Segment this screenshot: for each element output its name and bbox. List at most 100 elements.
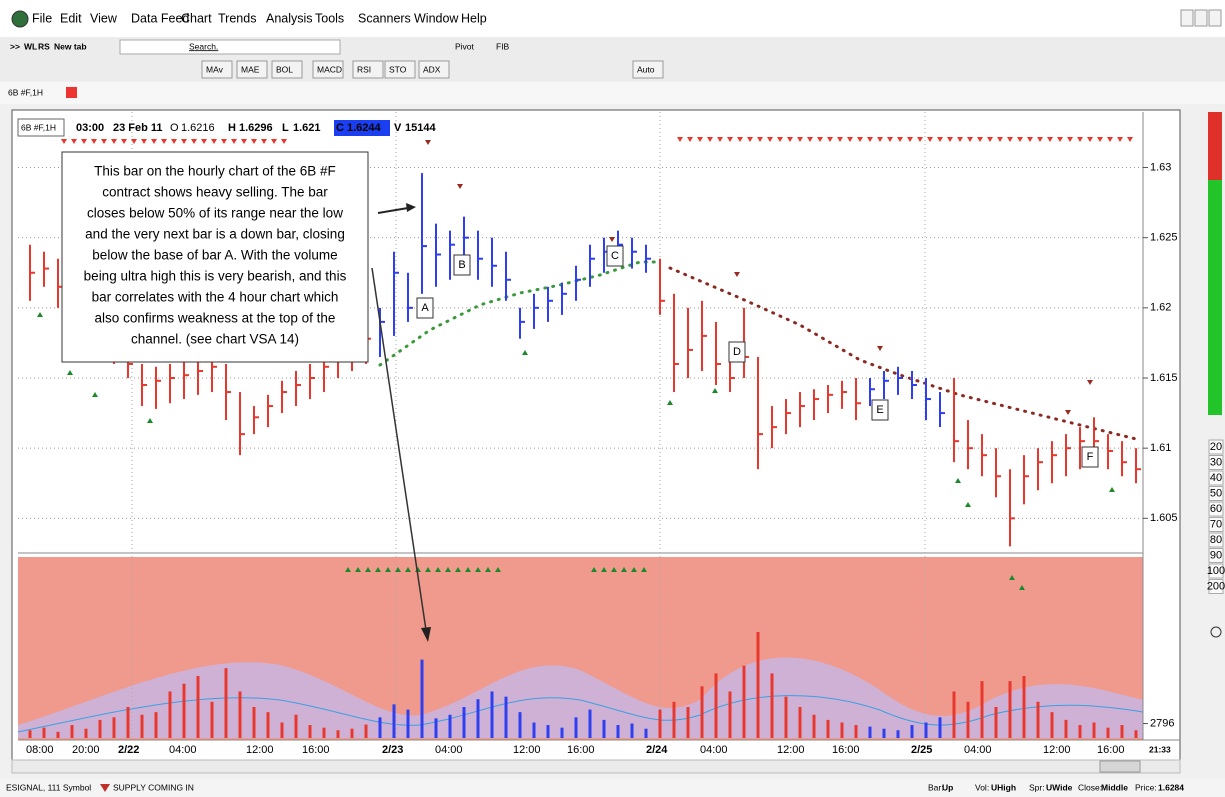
toolbar-button[interactable]: RS: [38, 41, 50, 51]
signal-arrow: [1097, 137, 1103, 142]
signal-arrow: [1065, 410, 1071, 415]
annotation-line: closes below 50% of its range near the l…: [87, 206, 343, 221]
toolbar-button-frame[interactable]: [236, 60, 268, 79]
menu-item[interactable]: Edit: [60, 11, 82, 25]
menu-item[interactable]: Help: [461, 11, 487, 25]
scale-box[interactable]: [1208, 517, 1224, 532]
toolbar-button[interactable]: ADX: [423, 64, 441, 74]
scale-label[interactable]: 100: [1207, 565, 1225, 577]
toolbar-button[interactable]: Auto: [637, 64, 655, 74]
signal-arrow: [171, 139, 177, 144]
signal-arrow: [957, 137, 963, 142]
pivot-button[interactable]: Pivot: [455, 41, 475, 51]
scale-label[interactable]: 60: [1210, 503, 1222, 515]
fib-button[interactable]: FIB: [496, 41, 510, 51]
toolbar-button-frame[interactable]: [352, 60, 384, 79]
bar-label-box: [1081, 446, 1099, 468]
field-value: 15144: [405, 122, 436, 134]
toolbar-button-frame[interactable]: [201, 60, 233, 79]
signal-arrow: [1007, 137, 1013, 142]
x-tick-label: 16:00: [1097, 744, 1125, 756]
menu-item[interactable]: Trends: [218, 11, 256, 25]
min-button[interactable]: [1180, 9, 1194, 27]
search-link[interactable]: Search.: [189, 41, 218, 51]
signal-arrow: [61, 139, 67, 144]
scale-label[interactable]: 20: [1210, 441, 1222, 453]
toolbar-button[interactable]: BOL: [276, 64, 293, 74]
signal-arrow: [877, 137, 883, 142]
scale-label[interactable]: 80: [1210, 534, 1222, 546]
signal-arrow: [455, 567, 461, 572]
scale-box[interactable]: [1208, 470, 1224, 486]
toolbar-button[interactable]: RSI: [357, 64, 371, 74]
scale-box[interactable]: [1208, 532, 1224, 548]
x-tick-label: 2/24: [646, 744, 668, 756]
scale-box[interactable]: [1208, 563, 1224, 579]
menu-item[interactable]: Tools: [315, 11, 344, 25]
signal-arrow: [161, 139, 167, 144]
scrollbar[interactable]: [11, 759, 1181, 774]
menu-item[interactable]: Chart: [181, 11, 212, 25]
scale-box[interactable]: [1208, 486, 1224, 501]
scale-label[interactable]: 40: [1210, 472, 1222, 484]
scale-label[interactable]: 70: [1210, 518, 1222, 530]
signal-arrow: [201, 139, 207, 144]
toolbar-button[interactable]: WL: [24, 41, 37, 51]
x-tick-label: 04:00: [169, 744, 197, 756]
scale-label[interactable]: 200: [1207, 580, 1225, 592]
x-tick-label: 2/23: [382, 744, 403, 756]
toolbar-button[interactable]: MAv: [206, 64, 224, 74]
max-button[interactable]: [1194, 9, 1208, 27]
scale-label[interactable]: 90: [1210, 549, 1222, 561]
toolbar-button[interactable]: STO: [389, 64, 407, 74]
symbol-input[interactable]: [119, 39, 341, 55]
annotation-arrows: [371, 203, 431, 642]
window-buttons: [1180, 9, 1222, 27]
arrow: [377, 207, 409, 214]
close-button[interactable]: [1208, 9, 1222, 27]
menu-item[interactable]: Data Feed: [131, 11, 189, 25]
menu-item[interactable]: Window: [414, 11, 459, 25]
field-key: V: [394, 122, 402, 134]
toolbar-button[interactable]: New tab: [54, 41, 87, 51]
scale-box[interactable]: [1208, 501, 1224, 517]
menu-item[interactable]: Scanners: [358, 11, 411, 25]
annotation: This bar on the hourly chart of the 6B #…: [84, 164, 347, 347]
signal-arrow: [767, 137, 773, 142]
signal-arrow: [111, 139, 117, 144]
scale-label[interactable]: 50: [1210, 487, 1222, 499]
signal-arrow: [1037, 137, 1043, 142]
tab-close[interactable]: [66, 87, 77, 98]
toolbar-button-frame[interactable]: [632, 60, 664, 79]
menu-item[interactable]: View: [90, 11, 118, 25]
toolbar-button[interactable]: MACD: [317, 64, 342, 74]
scale-box[interactable]: [1208, 439, 1224, 455]
signal-arrow: [101, 139, 107, 144]
scale-label[interactable]: 30: [1210, 456, 1222, 468]
toolbar-button-frame[interactable]: [312, 60, 344, 79]
status-left: ESIGNAL, 111 Symbol: [6, 782, 91, 792]
bar-label-box: [416, 297, 434, 319]
toolbar-button[interactable]: MAE: [241, 64, 260, 74]
ma-line-brown: [668, 266, 1142, 442]
signal-arrow: [67, 370, 73, 375]
toolbar-button[interactable]: >>: [10, 41, 20, 51]
side-green: [1208, 180, 1222, 415]
toolbar-button-frame[interactable]: [384, 60, 416, 79]
signal-arrow: [777, 137, 783, 142]
zoom-icon[interactable]: [1210, 626, 1222, 638]
arrowhead: [421, 627, 431, 642]
signal-arrow: [221, 139, 227, 144]
toolbar-button-frame[interactable]: [418, 60, 450, 79]
menu-item[interactable]: Analysis: [266, 11, 313, 25]
tab-label[interactable]: 6B #F,1H: [8, 87, 43, 97]
scale-box[interactable]: [1208, 579, 1224, 594]
toolbar-button-frame[interactable]: [271, 60, 303, 79]
scale-box[interactable]: [1208, 455, 1224, 470]
status-value: UWide: [1046, 782, 1073, 792]
menu-item[interactable]: File: [32, 11, 52, 25]
scroll-thumb[interactable]: [1099, 760, 1141, 773]
app-icon: [11, 10, 29, 28]
scale-box[interactable]: [1208, 548, 1224, 563]
